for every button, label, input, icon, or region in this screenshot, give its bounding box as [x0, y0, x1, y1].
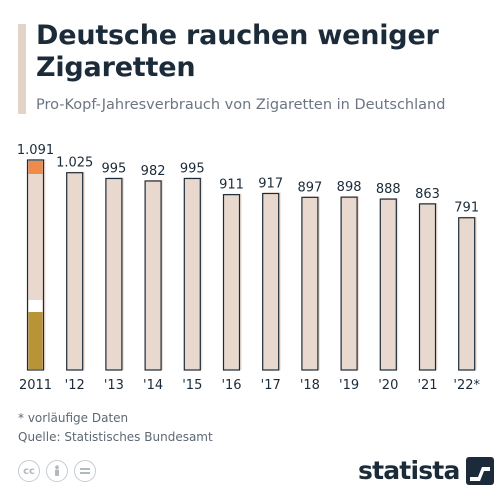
x-tick-label: '16: [221, 378, 241, 393]
x-tick-label: '12: [65, 378, 85, 393]
bar: [66, 172, 84, 371]
chart-title: Deutsche rauchen weniger Zigaretten: [36, 20, 439, 83]
title-accent-bar: [18, 24, 26, 114]
x-tick-label: '20: [378, 378, 398, 393]
bar-value-label: 982: [141, 164, 166, 179]
bar: [340, 196, 358, 371]
bar: [183, 177, 201, 371]
x-tick-label: '19: [339, 378, 359, 393]
x-tick-label: '21: [417, 378, 437, 393]
bar: [144, 180, 162, 371]
bar-value-label: 911: [219, 178, 244, 193]
bar: [379, 198, 397, 371]
bar-chart: 1.091 2011 1.025 '12 995 '13 982 '14 995 '15 911 '1…: [17, 143, 481, 393]
bar-value-label: 995: [180, 161, 205, 176]
license-icons: cc: [18, 460, 96, 482]
chart-subtitle: Pro-Kopf-Jahresverbrauch von Zigaretten …: [36, 97, 446, 113]
x-tick-label: '15: [182, 378, 202, 393]
cc-icon[interactable]: cc: [18, 460, 40, 482]
x-tick-label: 2011: [19, 378, 52, 393]
x-tick-label: '13: [104, 378, 124, 393]
x-tick-label: '17: [261, 378, 281, 393]
cigarette-tip: [28, 161, 43, 174]
x-tick-label: '22*: [453, 378, 480, 393]
bar-value-label: 863: [415, 187, 440, 202]
bar-value-label: 1.091: [17, 143, 54, 158]
x-tick-label: '18: [300, 378, 320, 393]
source-note: Quelle: Statistisches Bundesamt: [18, 430, 213, 444]
person-icon[interactable]: [46, 460, 68, 482]
brand-name: statista: [358, 456, 460, 485]
bar-value-label: 791: [454, 201, 479, 216]
bar: [418, 203, 437, 371]
footnote: * vorläufige Daten: [18, 411, 129, 425]
statista-brand[interactable]: statista: [358, 456, 494, 486]
bar-value-label: 898: [337, 180, 362, 195]
bar: [105, 177, 123, 371]
bar-value-label: 995: [101, 161, 126, 176]
bar: [222, 194, 241, 371]
bar: [301, 196, 319, 371]
bar-value-label: 897: [297, 180, 322, 195]
x-tick-label: '14: [143, 378, 163, 393]
cigarette-band: [28, 300, 43, 312]
statista-logo-icon: [465, 457, 494, 485]
bar-value-label: 1.025: [56, 156, 93, 171]
bar-value-label: 888: [376, 182, 401, 197]
bar: [458, 217, 476, 371]
bar-value-label: 917: [258, 176, 283, 191]
cigarette-filter: [28, 312, 43, 369]
bar: [262, 192, 280, 371]
equals-icon[interactable]: [74, 460, 96, 482]
